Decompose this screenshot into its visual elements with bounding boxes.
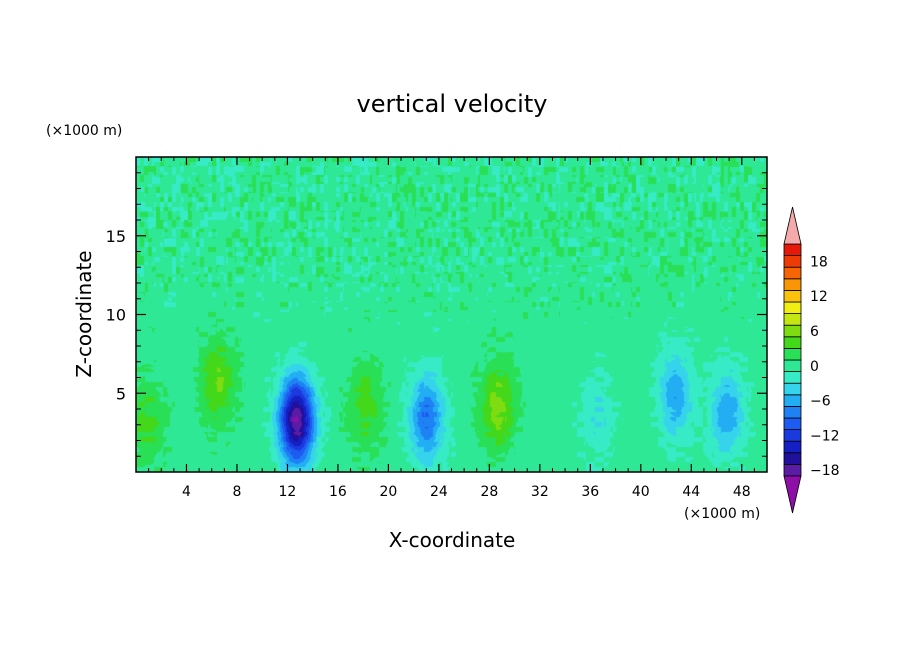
x-axis-label: X-coordinate xyxy=(389,528,516,552)
colorbar-box xyxy=(783,324,802,338)
colorbar-box xyxy=(783,440,802,454)
colorbar-box xyxy=(783,463,802,477)
colorbar-tick-label: 0 xyxy=(810,359,819,375)
x-tick-label: 32 xyxy=(531,484,549,500)
colorbar-tick-label: 6 xyxy=(810,324,819,340)
x-tick-label: 8 xyxy=(232,484,241,500)
colorbar: 18 12 6 0 −6 −12 −18 xyxy=(783,206,840,514)
x-tick-label: 36 xyxy=(581,484,599,500)
colorbar-box xyxy=(783,243,802,257)
colorbar-box xyxy=(783,301,802,315)
colorbar-min-arrow xyxy=(783,475,802,514)
x-tick-label: 28 xyxy=(480,484,498,500)
colorbar-box xyxy=(783,289,802,303)
colorbar-box xyxy=(783,336,802,349)
colorbar-tick-label: −12 xyxy=(810,428,840,444)
x-tick-label: 44 xyxy=(682,484,700,500)
chart-title: vertical velocity xyxy=(357,90,548,118)
y-axis: 5 10 15 xyxy=(106,172,767,457)
colorbar-tick-label: −18 xyxy=(810,463,840,479)
colorbar-box xyxy=(783,266,802,280)
y-unit-label: (×1000 m) xyxy=(46,123,122,139)
x-tick-label: 12 xyxy=(279,484,297,500)
x-tick-label: 20 xyxy=(379,484,397,500)
x-tick-label: 48 xyxy=(733,484,751,500)
colorbar-box xyxy=(783,359,802,373)
x-tick-label: 24 xyxy=(430,484,448,500)
colorbar-box xyxy=(783,278,802,291)
y-tick-label: 10 xyxy=(106,306,126,325)
colorbar-box xyxy=(783,452,802,465)
colorbar-box xyxy=(783,394,802,407)
colorbar-box xyxy=(783,382,802,396)
y-tick-label: 15 xyxy=(106,227,126,246)
x-unit-label: (×1000 m) xyxy=(684,506,760,522)
colorbar-box xyxy=(783,405,802,419)
y-axis-label: Z-coordinate xyxy=(72,250,96,377)
colorbar-box xyxy=(783,347,802,361)
colorbar-tick-label: 18 xyxy=(810,254,828,270)
velocity-field xyxy=(136,157,767,472)
plot-area xyxy=(135,156,768,473)
x-tick-label: 40 xyxy=(632,484,650,500)
x-tick-label: 16 xyxy=(329,484,347,500)
y-tick-label: 5 xyxy=(116,384,126,403)
colorbar-box xyxy=(783,313,802,326)
colorbar-tick-label: 12 xyxy=(810,289,828,305)
colorbar-box xyxy=(783,371,802,384)
colorbar-tick-label: −6 xyxy=(810,394,831,410)
colorbar-box xyxy=(783,429,802,442)
colorbar-box xyxy=(783,255,802,268)
colorbar-max-arrow xyxy=(783,206,802,245)
x-tick-label: 4 xyxy=(182,484,191,500)
colorbar-box xyxy=(783,417,802,431)
x-axis: 4 8 12 16 20 24 28 32 36 40 44 48 xyxy=(148,157,755,500)
